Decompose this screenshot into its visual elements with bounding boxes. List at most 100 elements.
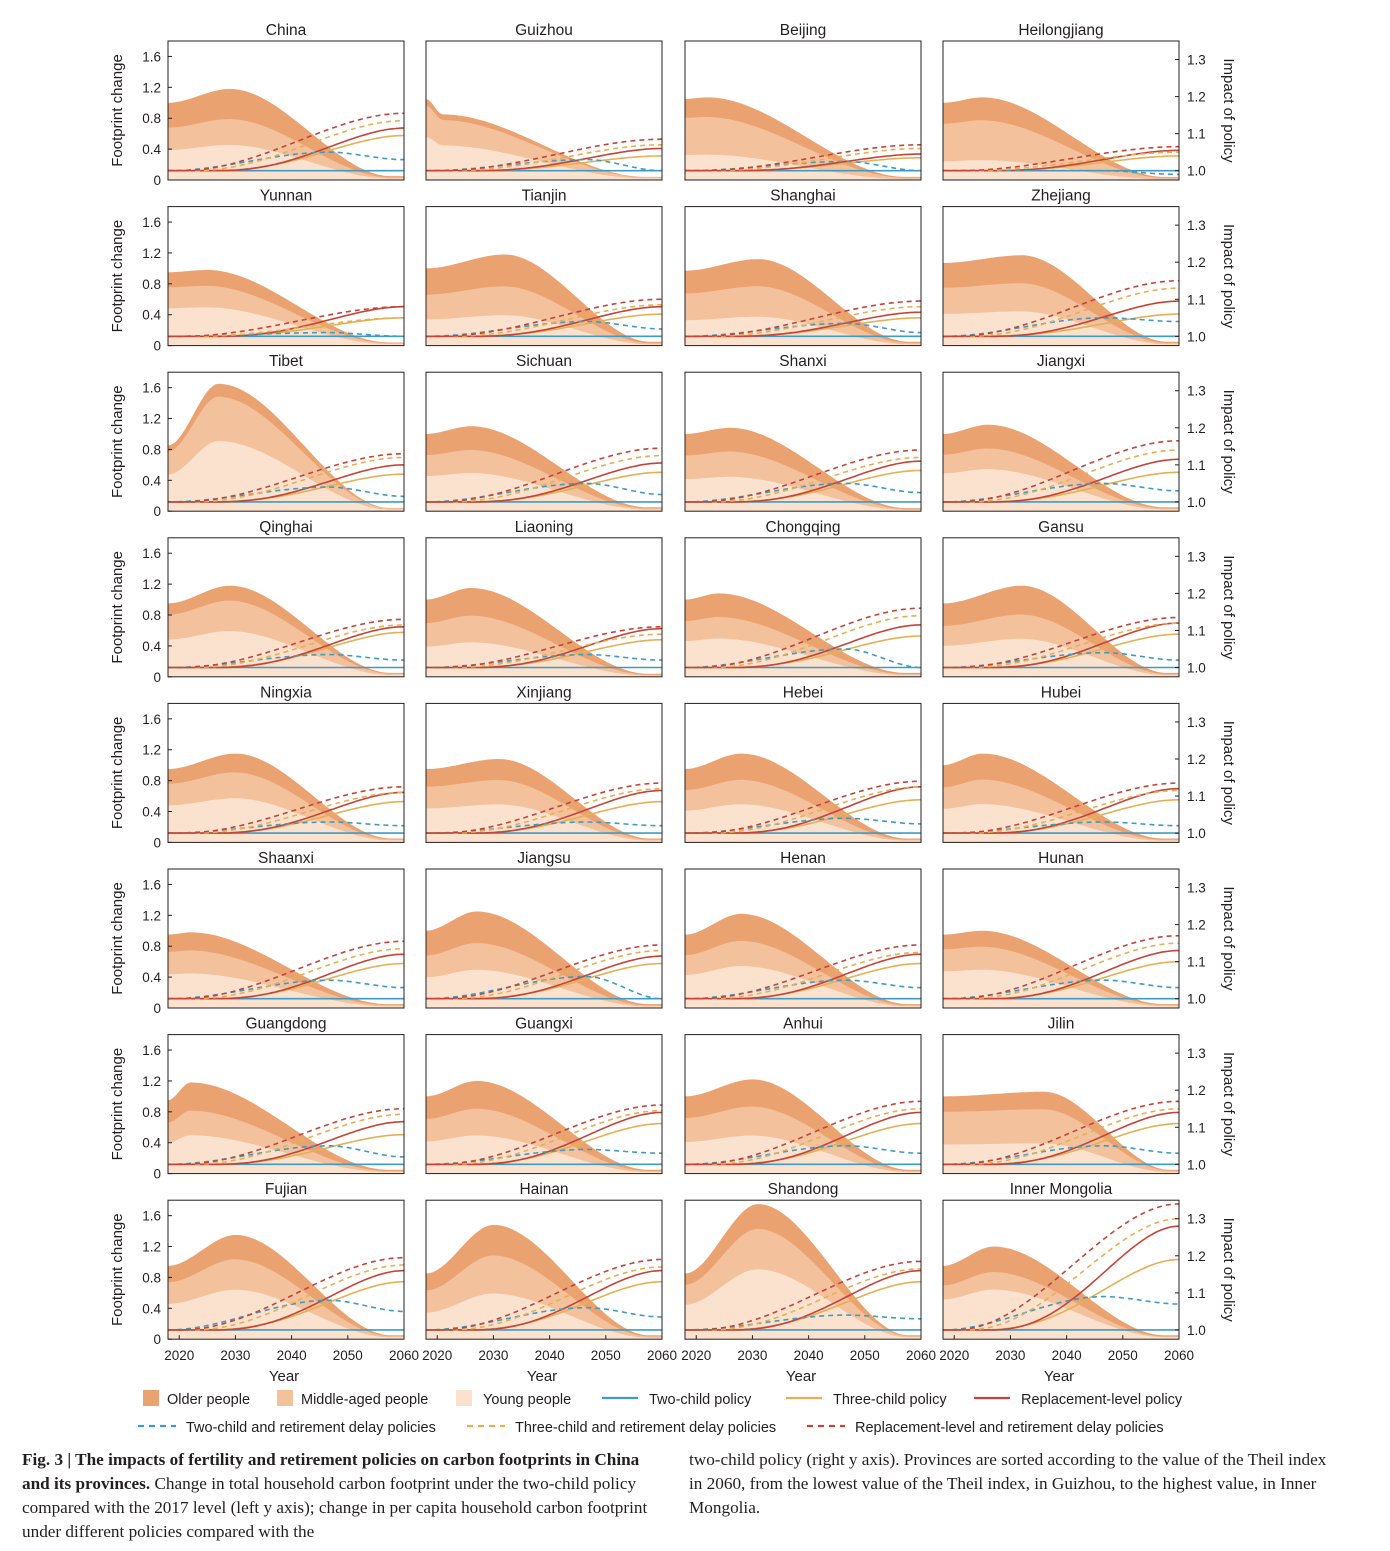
y-tick-label-left: 1.2 (142, 412, 161, 427)
y-tick-label-right: 1.3 (1187, 218, 1206, 233)
y-tick-label-left: 1.6 (142, 49, 161, 64)
line-replacement-retirement-delay (426, 447, 662, 503)
area-young-people (943, 1289, 1179, 1340)
y-axis-label-right: Impact of policy (1220, 555, 1237, 660)
y-axis-label-left: Footprint change (109, 54, 126, 167)
area-young-people (685, 1269, 921, 1340)
x-tick-label: 2020 (164, 1348, 194, 1363)
chart-panel: Guangdong 1.6 1.2 0.8 0.4 0 Footprint change (109, 1016, 405, 1182)
legend-label-two-rd: Two-child and retirement delay policies (186, 1420, 436, 1436)
line-three-child-retirement-delay (426, 787, 662, 834)
legend-label-older: Older people (167, 1392, 250, 1408)
panel-frame (425, 537, 663, 678)
x-tick-label: 2030 (220, 1348, 250, 1363)
panel-title: Yunnan (260, 188, 313, 205)
y-tick-label-left: 1.2 (142, 908, 161, 923)
y-tick-label-right: 1.2 (1187, 255, 1206, 270)
y-tick-label-right: 1.2 (1187, 1249, 1206, 1264)
panel-title: Anhui (783, 1016, 823, 1033)
x-tick-label: 2030 (478, 1348, 508, 1363)
panel-frame (167, 537, 405, 678)
line-replacement-retirement-delay (426, 298, 662, 338)
line-replacement-retirement-delay (168, 1256, 404, 1331)
chart-panel: Heilongjiang 1.3 1.2 1.1 1.0 Impact of policy (942, 22, 1237, 181)
y-tick-label-left: 0.8 (142, 277, 161, 292)
area-young-people (943, 1143, 1179, 1174)
y-tick-label-right: 1.3 (1187, 1212, 1206, 1227)
line-replacement-retirement-delay (168, 940, 404, 1000)
y-tick-label-left: 0.4 (142, 142, 161, 157)
panel-frame (425, 1034, 663, 1175)
x-tick-label: 2050 (1108, 1348, 1138, 1363)
line-replacement-retirement-delay (426, 138, 662, 172)
area-young-people (168, 440, 404, 512)
panel-frame (425, 1199, 663, 1340)
panel-title: Tibet (269, 353, 304, 370)
panel-title: Qinghai (259, 519, 312, 536)
chart-panel: Jiangxi 1.3 1.2 1.1 1.0 Impact of policy (942, 353, 1237, 512)
y-tick-label-left: 0.8 (142, 111, 161, 126)
chart-panel: Guizhou (425, 22, 663, 181)
chart-panel: Shanxi (684, 353, 922, 512)
line-replacement-retirement-delay (685, 1100, 922, 1166)
y-tick-label-right: 1.0 (1187, 992, 1206, 1007)
chart-panel: Shanghai (684, 188, 922, 347)
line-replacement-level-policy (943, 1225, 1180, 1331)
line-replacement-retirement-delay (426, 782, 662, 834)
chart-panel: Guangxi (425, 1016, 663, 1175)
panel-title: Guangxi (515, 1016, 573, 1033)
chart-panel: Beijing (684, 22, 922, 181)
panel-title: Chongqing (766, 519, 841, 536)
y-tick-label-left: 0.8 (142, 442, 161, 457)
y-tick-label-right: 1.2 (1187, 1083, 1206, 1098)
line-three-child-retirement-delay (685, 456, 921, 503)
y-axis-label-left: Footprint change (109, 220, 126, 333)
chart-panel: Gansu 1.3 1.2 1.1 1.0 Impact of policy (942, 519, 1237, 678)
line-replacement-retirement-delay (168, 1107, 405, 1166)
legend-label-repl-rd: Replacement-level and retirement delay p… (855, 1420, 1164, 1436)
y-tick-label-right: 1.1 (1187, 955, 1206, 970)
y-tick-label-right: 1.1 (1187, 458, 1206, 473)
y-tick-label-left: 1.2 (142, 1240, 161, 1255)
legend-label-repl: Replacement-level policy (1021, 1392, 1183, 1408)
x-axis-label: Year (527, 1368, 557, 1385)
y-tick-label-left: 0 (153, 835, 161, 850)
chart-panel: Inner Mongolia 1.3 1.2 1.1 1.0 Impact of poli… (939, 1181, 1237, 1385)
panel-title: Shanxi (779, 353, 826, 370)
line-three-child-retirement-delay (943, 789, 1179, 834)
panel-frame (684, 537, 922, 678)
y-tick-label-right: 1.3 (1187, 1046, 1206, 1061)
legend-swatch-older (143, 1390, 159, 1406)
legend-label-young: Young people (483, 1392, 571, 1408)
panel-frame (167, 206, 405, 347)
line-three-child-retirement-delay (943, 622, 1179, 669)
chart-panel: Ningxia 1.6 1.2 0.8 0.4 0 Footprint change (109, 684, 405, 850)
y-tick-label-right: 1.0 (1187, 1157, 1206, 1172)
line-three-child-retirement-delay (685, 786, 921, 834)
y-tick-label-right: 1.3 (1187, 881, 1206, 896)
panel-title: Gansu (1038, 519, 1084, 536)
line-replacement-retirement-delay (685, 449, 922, 503)
y-tick-label-right: 1.2 (1187, 421, 1206, 436)
panel-title: Hubei (1041, 684, 1082, 701)
x-tick-label: 2050 (591, 1348, 621, 1363)
y-axis-label-right: Impact of policy (1220, 58, 1237, 163)
panel-title: Henan (780, 850, 826, 867)
panel-frame (167, 371, 405, 512)
line-three-child-retirement-delay (943, 287, 1180, 338)
caption-text-left: Change in total household carbon footpri… (22, 1474, 648, 1541)
y-axis-label-left: Footprint change (109, 385, 126, 498)
line-three-child-retirement-delay (685, 614, 922, 669)
line-replacement-retirement-delay (426, 1104, 663, 1166)
y-tick-label-right: 1.0 (1187, 826, 1206, 841)
chart-panel: Tianjin (425, 188, 663, 347)
x-tick-label: 2050 (333, 1348, 363, 1363)
panel-frame (684, 206, 922, 347)
x-axis-label: Year (269, 1368, 299, 1385)
line-three-child-retirement-delay (168, 947, 404, 1000)
y-tick-label-right: 1.0 (1187, 164, 1206, 179)
panel-title: Shaanxi (258, 850, 314, 867)
y-tick-label-left: 0.4 (142, 1136, 161, 1151)
line-three-child-retirement-delay (426, 949, 663, 1000)
y-tick-label-right: 1.0 (1187, 495, 1206, 510)
